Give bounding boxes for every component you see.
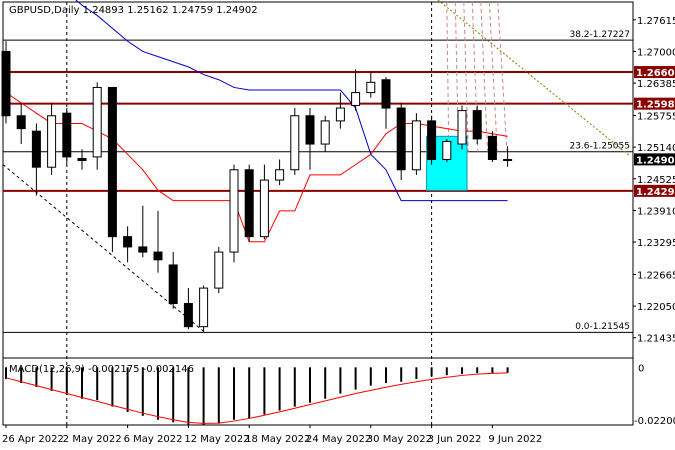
candle-body [487,135,497,160]
y-tick-label: 1.26385 [637,79,675,90]
candle-body [290,115,300,171]
candles [1,41,513,332]
candle-body [503,158,513,161]
candle-body [472,110,482,140]
price-label-box [634,184,675,197]
axes: 0-0.0220021.276151.270001.263851.257551.… [2,16,675,445]
x-tick-label: 12 May 2022 [184,434,249,445]
price-label-box [634,66,675,79]
cloud-edge-line [437,0,630,156]
candle-body [381,79,391,109]
kijun-sen-line [75,0,508,202]
candle-body [229,169,239,253]
fib-label: 0.0-1.21545 [575,322,630,332]
price-label-box [634,153,675,166]
candle-body [457,110,467,145]
candle-body [153,251,163,261]
x-tick-label: 6 May 2022 [124,434,183,445]
tenkan-sen-line [5,92,508,243]
candle-body [442,140,452,160]
indicator-lines [5,0,508,243]
candle-body [244,169,254,238]
candle-body [320,120,330,145]
x-tick-label: 30 May 2022 [367,434,432,445]
fan-line [471,1,479,152]
x-tick-label: 9 Jun 2022 [488,434,542,445]
y-tick-label: 1.22050 [637,302,675,313]
macd-panel [5,367,509,425]
price-label-text: 1.24902 [636,155,675,166]
candle-body [199,287,209,328]
candle-body [77,157,87,162]
x-tick-label: 18 May 2022 [245,434,310,445]
y-tick-label: 1.27615 [637,16,675,27]
y-tick-label: 1.23295 [637,238,675,249]
price-label-box [634,97,675,110]
candle-body [16,115,26,130]
fan-line [463,1,469,152]
price-label-text: 1.26600 [636,68,675,79]
y-tick-label: 1.21435 [637,334,675,345]
candle-body [275,169,285,181]
symbol-header: GBPUSD,Daily 1.24893 1.25162 1.24759 1.2… [9,5,258,16]
macd-tick-label: -0.022002 [634,416,675,427]
candle-body [123,236,133,248]
candle-body [1,50,11,117]
x-tick-label: 2 May 2022 [63,434,122,445]
candle-body [351,92,361,106]
y-tick-label: 1.27000 [637,47,675,58]
price-labels: 1.26600 1.25985 1.24902 1.24290 [634,66,675,198]
macd-signal-line [5,372,508,424]
fan-line [454,1,459,152]
candle-body [411,120,421,171]
price-label-text: 1.25985 [636,100,675,111]
candle-body [138,246,148,253]
plot-frame [2,1,634,426]
candle-body [214,251,224,289]
price-label-text: 1.24290 [636,187,675,198]
x-tick-label: 24 May 2022 [306,434,371,445]
candle-body [259,179,269,238]
y-tick-label: 1.22665 [637,270,675,281]
candle-body [107,86,117,238]
candle-body [62,112,72,158]
fib-label: 38.2-1.27227 [569,30,630,40]
y-tick-label: 1.24525 [637,175,675,186]
grid-separators [2,1,634,426]
fibonacci-fan [437,0,630,156]
candle-body [47,115,57,168]
macd-label: MACD(12,26,9) -0.002175 -0.002146 [9,364,194,375]
y-tick-label: 1.25140 [637,143,675,154]
candle-body [396,107,406,171]
y-tick-label: 1.25755 [637,111,675,122]
candle-body [168,264,178,305]
candle-body [305,115,315,145]
candle-body [366,81,376,94]
macd-tick-label: 0 [638,363,644,374]
y-tick-label: 1.23910 [637,206,675,217]
fib-label: 23.6-1.25055 [569,142,630,152]
candle-body [183,303,193,328]
candle-body [427,120,437,160]
x-tick-label: 26 Apr 2022 [2,434,64,445]
x-tick-label: 3 Jun 2022 [428,434,482,445]
fan-line [446,1,450,152]
candle-body [31,130,41,168]
candle-body [335,107,345,122]
fan-line [480,1,489,152]
fibonacci-labels: 38.2-1.27227 23.6-1.25055 0.0-1.21545 [569,30,630,332]
candle-body [92,86,102,158]
fan-line [488,1,498,152]
fan-line [497,1,508,152]
